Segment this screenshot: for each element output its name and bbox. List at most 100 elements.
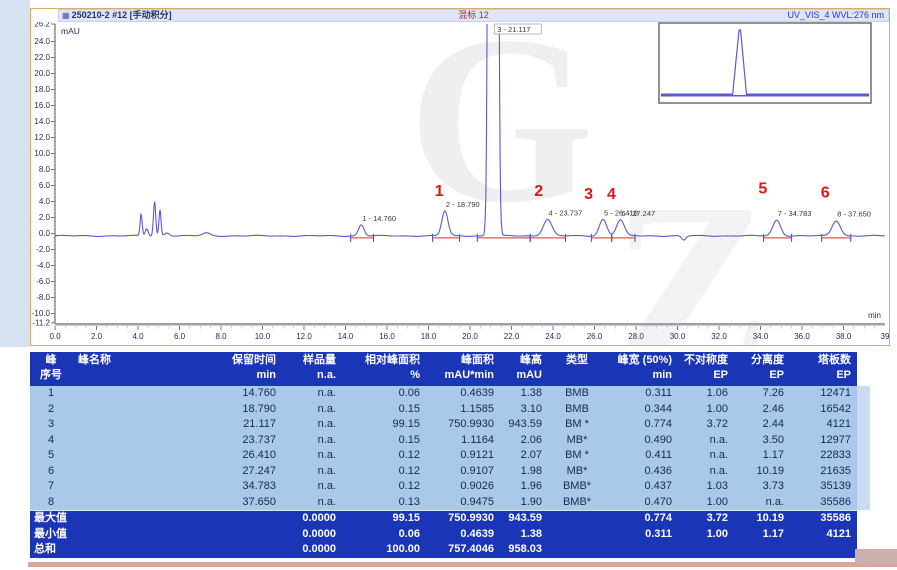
svg-text:38.0: 38.0: [836, 332, 852, 341]
peak-cell: [76, 432, 206, 448]
svg-text:32.0: 32.0: [711, 332, 727, 341]
peak-row-6[interactable]: 6 27.247 n.a. 0.12 0.9107 1.98 MB* 0.436 n.a. 10…: [30, 463, 857, 479]
x-axis-end-label: 39: [881, 332, 889, 341]
peak-cell: BMB*: [548, 494, 610, 511]
peak-cell: [76, 386, 206, 402]
peak-cell: 1.1164: [426, 432, 500, 448]
svg-text:34.0: 34.0: [753, 332, 769, 341]
peak-cell: 4121: [790, 417, 857, 433]
peak-cell: n.a.: [678, 448, 734, 464]
peak-row-2[interactable]: 2 18.790 n.a. 0.15 1.1585 3.10 BMB 0.344 1.00 2.…: [30, 401, 857, 417]
x-axis: 0.0 2.0 4.0 6.0 8.0 10.0 12.0 14.0 16.0 18.0 20.0 2…: [49, 311, 889, 341]
peak-cell: [76, 479, 206, 495]
svg-text:14.0: 14.0: [338, 332, 354, 341]
summary-cell: 100.00: [342, 542, 426, 558]
peak-cell: 0.4639: [426, 386, 500, 402]
peak-row-7[interactable]: 7 34.783 n.a. 0.12 0.9026 1.96 BMB* 0.437 1.03 3…: [30, 479, 857, 495]
peak-cell: 0.12: [342, 448, 426, 464]
peak-cell: 2.44: [734, 417, 790, 433]
col-header-4: 相对峰面积%: [342, 352, 426, 386]
summary-cell: [548, 526, 610, 542]
peak-cell: 22833: [790, 448, 857, 464]
summary-row-2: 总和 0.0000 100.00 757.4046 958.03: [30, 542, 857, 558]
svg-text:22.0: 22.0: [34, 53, 50, 62]
peak-cell: 23.737: [206, 432, 282, 448]
peak-cell: 2.46: [734, 401, 790, 417]
svg-text:-11.2: -11.2: [32, 319, 50, 328]
summary-cell: 750.9930: [426, 510, 500, 527]
bottom-right-block: [855, 549, 897, 564]
peak-cell: 0.15: [342, 401, 426, 417]
svg-text:22.0: 22.0: [504, 332, 520, 341]
peak-cell: n.a.: [282, 386, 342, 402]
peak-cell: 3: [30, 417, 76, 433]
summary-cell: 0.311: [610, 526, 678, 542]
peak-table-header-row: 峰序号 峰名称 保留时间 min 样品量 n.a. 相对峰面积% 峰面积 mAU*min 峰高 m…: [30, 352, 857, 386]
svg-text:8.0: 8.0: [39, 165, 51, 174]
svg-text:4.0: 4.0: [39, 197, 51, 206]
peak-cell: n.a.: [282, 432, 342, 448]
peak-row-4[interactable]: 4 23.737 n.a. 0.15 1.1164 2.06 MB* 0.490 n.a. 3.…: [30, 432, 857, 448]
peak-cell: n.a.: [678, 432, 734, 448]
peak-cell: 0.9475: [426, 494, 500, 511]
svg-text:30.0: 30.0: [670, 332, 686, 341]
svg-text:8.0: 8.0: [215, 332, 227, 341]
svg-text:24.0: 24.0: [545, 332, 561, 341]
peak-row-3[interactable]: 3 21.117 n.a. 99.15 750.9930 943.59 BM * 0.774…: [30, 417, 857, 433]
peak-cell: 0.774: [610, 417, 678, 433]
peak-cell: 21635: [790, 463, 857, 479]
summary-cell: 0.774: [610, 510, 678, 527]
peak-cell: BMB: [548, 386, 610, 402]
peak-cell: 1.38: [500, 386, 548, 402]
svg-text:-4.0: -4.0: [36, 261, 50, 270]
summary-cell: [790, 542, 857, 558]
col-header-10: 分离度 EP: [734, 352, 790, 386]
summary-cell: 0.0000: [282, 526, 342, 542]
peak-cell: 1.00: [678, 494, 734, 511]
peak-cell: 0.411: [610, 448, 678, 464]
peak-cell: 1.1585: [426, 401, 500, 417]
svg-text:1 - 14.760: 1 - 14.760: [362, 214, 396, 223]
peak-cell: 3.72: [678, 417, 734, 433]
peak-cell: 1.00: [678, 401, 734, 417]
peak-cell: 18.790: [206, 401, 282, 417]
peak-cell: 2.06: [500, 432, 548, 448]
peak-row-5[interactable]: 5 26.410 n.a. 0.12 0.9121 2.07 BM * 0.411 n.a. 1…: [30, 448, 857, 464]
svg-text:20.0: 20.0: [34, 69, 50, 78]
svg-text:2.0: 2.0: [91, 332, 103, 341]
summary-cell: 1.00: [678, 526, 734, 542]
peak-cell: 7: [30, 479, 76, 495]
peak-table: 峰序号 峰名称 保留时间 min 样品量 n.a. 相对峰面积% 峰面积 mAU*min 峰高 m…: [30, 352, 857, 558]
peak-cell: BMB: [548, 401, 610, 417]
peak-cell: 0.12: [342, 463, 426, 479]
svg-text:16.0: 16.0: [34, 101, 50, 110]
peak-cell: 12471: [790, 386, 857, 402]
svg-text:10.0: 10.0: [255, 332, 271, 341]
svg-text:-8.0: -8.0: [36, 293, 50, 302]
peak-cell: 7.26: [734, 386, 790, 402]
peak-cell: 0.436: [610, 463, 678, 479]
peak-row-8[interactable]: 8 37.650 n.a. 0.13 0.9475 1.90 BMB* 0.470 1.00 n…: [30, 494, 857, 511]
peak-cell: [76, 463, 206, 479]
svg-text:10.0: 10.0: [34, 149, 50, 158]
chromatogram-canvas[interactable]: GZ26.224.022.020.018.016.014.012.010.08.…: [31, 22, 889, 345]
peak-cell: n.a.: [282, 463, 342, 479]
svg-text:12.0: 12.0: [296, 332, 312, 341]
page-left-margin: [0, 0, 30, 347]
peak-cell: [76, 494, 206, 511]
peak-cell: 750.9930: [426, 417, 500, 433]
peak-cell: 3.10: [500, 401, 548, 417]
peak-cell: n.a.: [282, 401, 342, 417]
injection-icon: ▦: [62, 11, 70, 20]
svg-text:-6.0: -6.0: [36, 277, 50, 286]
chromatogram-panel[interactable]: ▦ 250210-2 #12 [手动积分] 混标 12 UV_VIS_4 WVL:…: [30, 8, 890, 346]
svg-text:5: 5: [758, 181, 767, 198]
svg-text:-2.0: -2.0: [36, 245, 50, 254]
summary-cell: 3.72: [678, 510, 734, 527]
peak-row-1[interactable]: 1 14.760 n.a. 0.06 0.4639 1.38 BMB 0.311 1.06 7.…: [30, 386, 857, 402]
svg-text:1: 1: [435, 183, 444, 200]
summary-cell: 1.38: [500, 526, 548, 542]
svg-text:0.0: 0.0: [49, 332, 61, 341]
